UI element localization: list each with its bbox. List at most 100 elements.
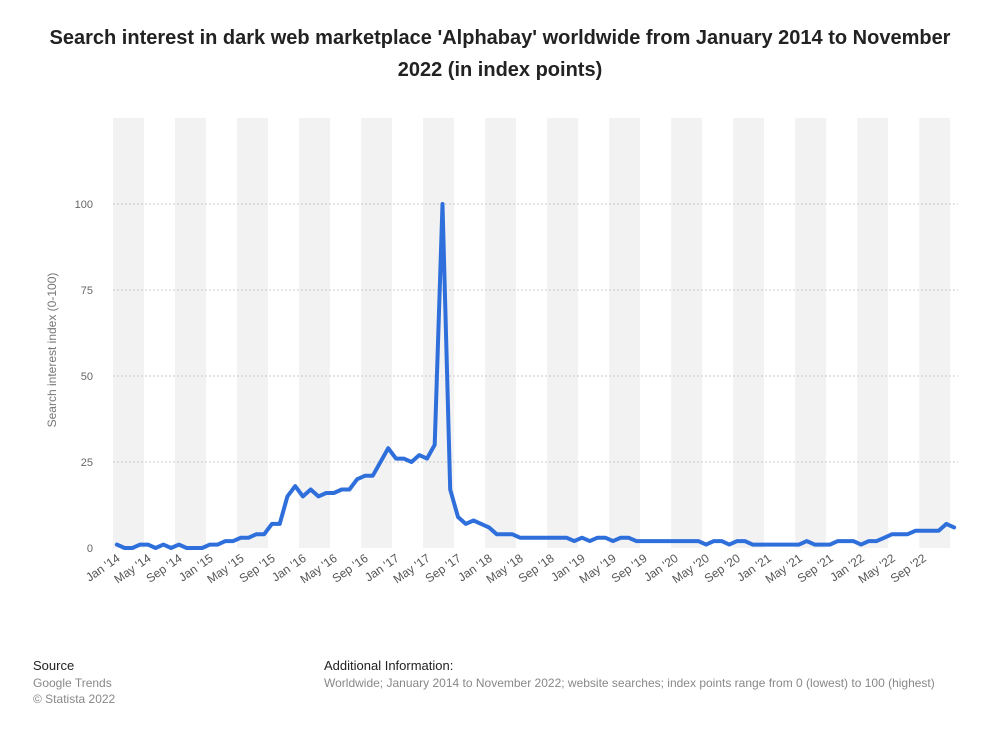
data-point (689, 539, 693, 543)
data-point (890, 532, 894, 536)
data-point (813, 543, 817, 547)
additional-info-text: Worldwide; January 2014 to November 2022… (324, 676, 935, 690)
data-point (758, 543, 762, 547)
data-point (471, 518, 475, 522)
data-point (820, 543, 824, 547)
data-point (440, 202, 444, 206)
data-point (906, 532, 910, 536)
column-band (888, 118, 920, 548)
data-point (712, 539, 716, 543)
data-point (627, 536, 631, 540)
data-point (696, 539, 700, 543)
data-point (309, 488, 313, 492)
data-point (673, 539, 677, 543)
data-point (526, 536, 530, 540)
data-point (751, 543, 755, 547)
column-band (392, 118, 424, 548)
column-band (919, 118, 951, 548)
additional-info-label: Additional Information: (324, 658, 454, 673)
column-band (795, 118, 827, 548)
column-band (950, 118, 958, 548)
source-line-2: © Statista 2022 (33, 692, 116, 706)
data-point (502, 532, 506, 536)
column-band (516, 118, 548, 548)
data-point (565, 536, 569, 540)
data-point (231, 539, 235, 543)
column-band (702, 118, 734, 548)
chart-title: Search interest in dark web marketplace … (49, 27, 951, 81)
column-band (175, 118, 207, 548)
column-band (485, 118, 517, 548)
data-point (293, 484, 297, 488)
column-band (206, 118, 238, 548)
x-tick-label: Sep '20 (702, 551, 743, 586)
source-label: Source (33, 658, 75, 673)
data-point (138, 543, 142, 547)
data-point (285, 494, 289, 498)
data-point (549, 536, 553, 540)
data-point (409, 460, 413, 464)
column-band (454, 118, 486, 548)
data-point (851, 539, 855, 543)
data-point (557, 536, 561, 540)
column-band (671, 118, 703, 548)
x-tick-label: Sep '21 (795, 551, 836, 586)
column-band (733, 118, 765, 548)
column-band (640, 118, 672, 548)
column-band (547, 118, 579, 548)
column-band (764, 118, 796, 548)
data-point (619, 536, 623, 540)
data-point (650, 539, 654, 543)
data-point (774, 543, 778, 547)
data-point (797, 543, 801, 547)
data-point (952, 525, 956, 529)
x-tick-label: Sep '17 (423, 551, 464, 586)
x-tick-label: Sep '14 (144, 551, 185, 586)
data-point (766, 543, 770, 547)
column-band (826, 118, 858, 548)
data-point (146, 543, 150, 547)
data-point (363, 474, 367, 478)
data-point (378, 460, 382, 464)
column-band (361, 118, 393, 548)
data-point (433, 443, 437, 447)
data-point (208, 543, 212, 547)
column-band (268, 118, 300, 548)
data-point (479, 522, 483, 526)
data-point (495, 532, 499, 536)
y-tick-label: 0 (87, 543, 93, 555)
data-point (805, 539, 809, 543)
x-tick-label: Sep '19 (609, 551, 650, 586)
data-point (704, 543, 708, 547)
column-band (144, 118, 176, 548)
data-point (448, 488, 452, 492)
data-point (518, 536, 522, 540)
data-point (316, 494, 320, 498)
data-point (278, 522, 282, 526)
data-point (541, 536, 545, 540)
data-point (921, 529, 925, 533)
data-point (487, 525, 491, 529)
y-tick-label: 50 (81, 371, 93, 383)
column-band (299, 118, 331, 548)
data-point (247, 536, 251, 540)
data-point (115, 543, 119, 547)
data-point (611, 539, 615, 543)
data-point (898, 532, 902, 536)
data-point (882, 536, 886, 540)
data-point (371, 474, 375, 478)
data-point (867, 539, 871, 543)
data-point (534, 536, 538, 540)
data-point (836, 539, 840, 543)
data-point (185, 546, 189, 550)
data-point (254, 532, 258, 536)
data-point (727, 543, 731, 547)
y-axis-title: Search interest index (0-100) (45, 273, 59, 428)
data-point (875, 539, 879, 543)
data-point (603, 536, 607, 540)
y-tick-label: 25 (81, 457, 93, 469)
data-point (642, 539, 646, 543)
column-band (237, 118, 269, 548)
data-point (386, 446, 390, 450)
